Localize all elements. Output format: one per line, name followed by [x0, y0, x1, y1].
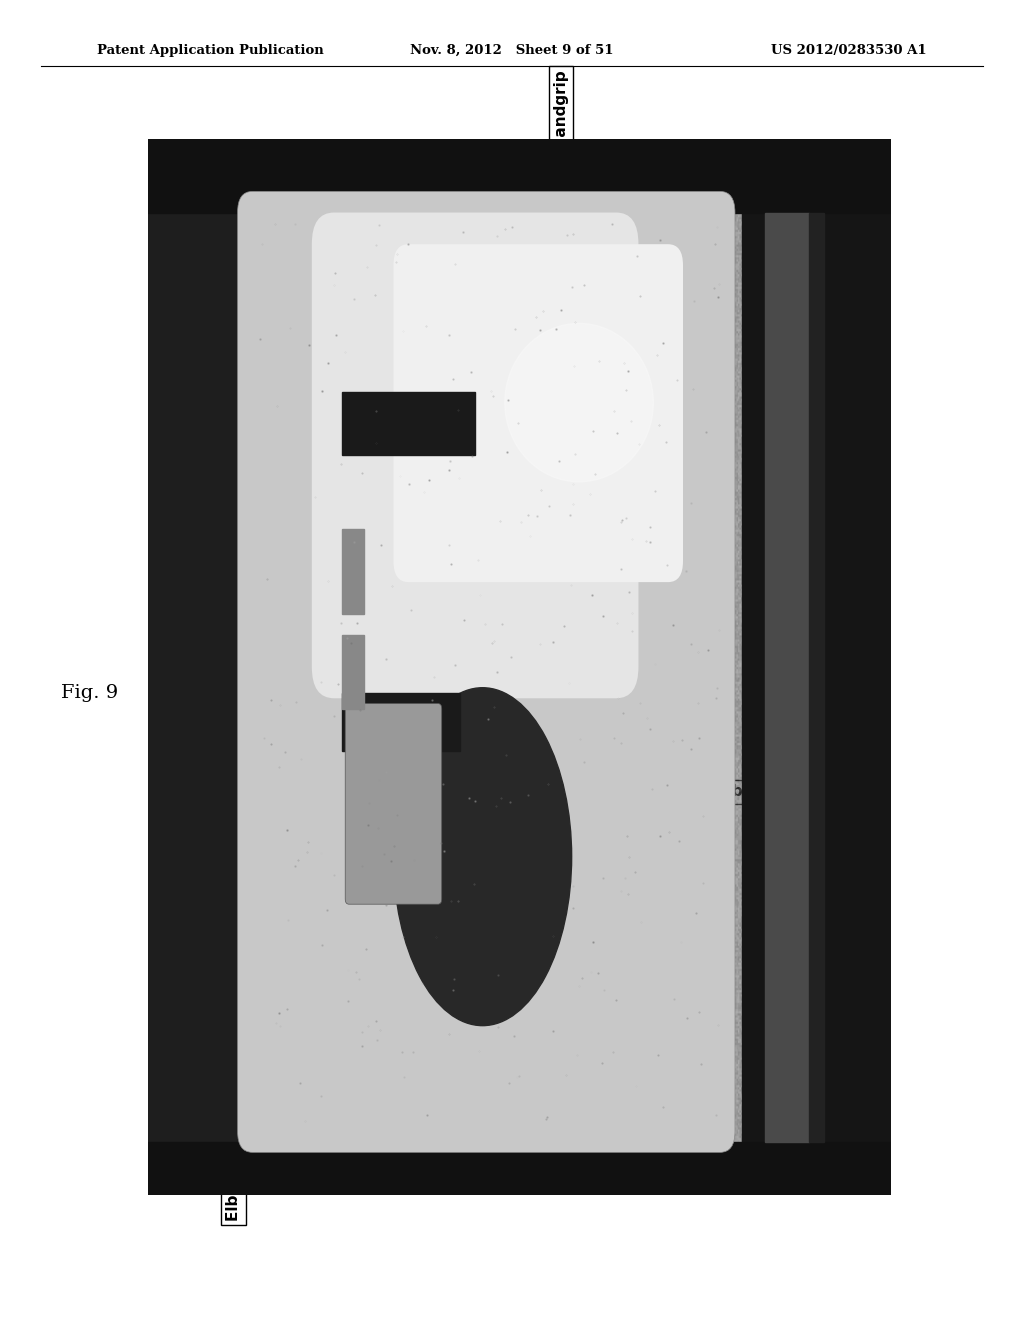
Bar	[342, 529, 364, 614]
Ellipse shape	[393, 688, 571, 1026]
FancyBboxPatch shape	[345, 704, 441, 904]
Text: Patent Application Publication: Patent Application Publication	[97, 44, 324, 57]
Bar	[148, 139, 260, 1195]
FancyBboxPatch shape	[238, 191, 735, 1152]
Text: Arm Rest: Arm Rest	[201, 606, 281, 622]
Bar	[342, 693, 461, 751]
Bar	[765, 213, 809, 1142]
Bar	[148, 139, 891, 213]
Bar	[342, 392, 475, 455]
Bar	[742, 139, 891, 1195]
Text: Extendable Handgrip: Extendable Handgrip	[554, 71, 568, 251]
FancyBboxPatch shape	[393, 244, 683, 582]
Bar	[148, 1142, 891, 1195]
Bar	[342, 635, 364, 709]
Ellipse shape	[505, 323, 653, 482]
FancyBboxPatch shape	[311, 213, 639, 698]
Text: US 2012/0283530 A1: US 2012/0283530 A1	[771, 44, 927, 57]
Text: Calibration Device: Calibration Device	[699, 784, 857, 800]
Text: Fig. 9: Fig. 9	[61, 684, 119, 702]
Text: Elbow Cup/Arm Guide: Elbow Cup/Arm Guide	[226, 1036, 241, 1221]
Bar	[809, 213, 824, 1142]
Text: Nov. 8, 2012   Sheet 9 of 51: Nov. 8, 2012 Sheet 9 of 51	[411, 44, 613, 57]
